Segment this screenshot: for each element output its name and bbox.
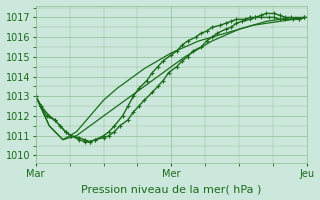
X-axis label: Pression niveau de la mer( hPa ): Pression niveau de la mer( hPa )	[81, 184, 261, 194]
